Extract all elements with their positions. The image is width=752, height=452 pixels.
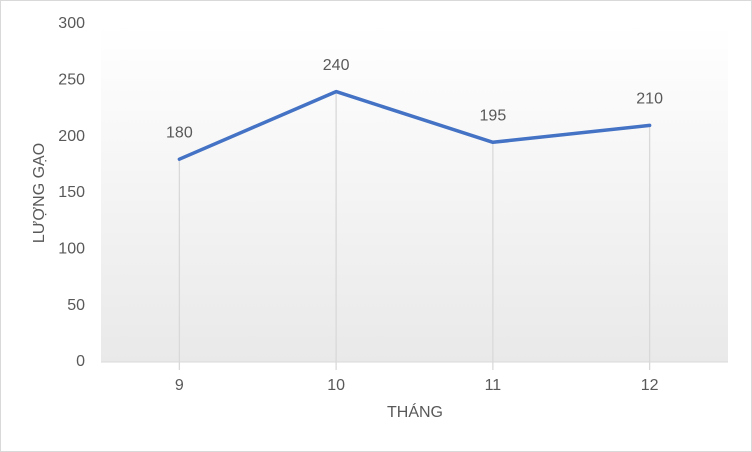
x-tick-label: 11	[485, 377, 502, 394]
y-tick-label: 150	[58, 184, 85, 201]
data-label: 195	[480, 108, 507, 125]
data-label: 240	[323, 57, 350, 74]
y-tick-label: 0	[76, 353, 85, 370]
y-tick-label: 50	[67, 297, 85, 314]
y-tick-label: 200	[58, 128, 85, 145]
y-tick-label: 100	[58, 241, 85, 258]
x-tick-label: 10	[327, 377, 345, 394]
x-tick-label: 12	[641, 377, 659, 394]
x-tick-label: 9	[175, 377, 184, 394]
y-axis-title: LƯỢNG GẠO	[31, 143, 48, 243]
y-tick-label: 300	[58, 15, 85, 32]
plot-area	[101, 24, 728, 362]
x-axis-title: THÁNG	[387, 402, 443, 421]
line-series	[177, 89, 652, 161]
y-tick-label: 250	[58, 72, 85, 89]
data-label: 180	[166, 124, 193, 141]
data-label: 210	[636, 91, 663, 108]
